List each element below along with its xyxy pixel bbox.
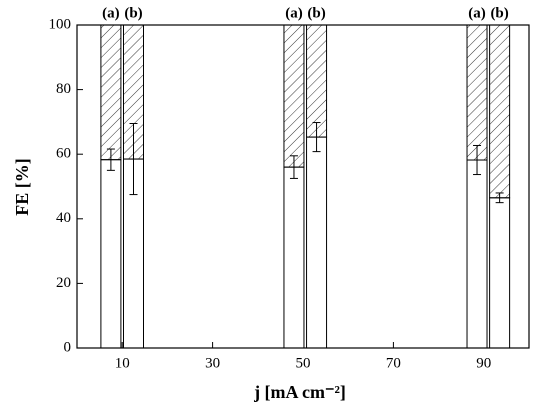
bar-segment [306, 136, 328, 349]
y-axis-label: FE [%] [12, 158, 32, 216]
bar-label: (a) [468, 5, 486, 21]
plot-frame [76, 24, 530, 349]
bar-segment [306, 24, 328, 138]
y-tick-label: 20 [56, 275, 71, 291]
bar-segment [100, 159, 122, 349]
bar-label: (b) [490, 5, 508, 21]
bar-label: (a) [285, 5, 303, 21]
bar-label: (a) [102, 5, 120, 21]
bar-segment [489, 197, 511, 349]
x-tick-label: 90 [476, 355, 491, 371]
y-tick-label: 0 [64, 339, 72, 355]
bar-segment [466, 159, 488, 349]
x-tick-label: 30 [205, 355, 220, 371]
bar-segment [283, 24, 305, 168]
x-tick-label: 50 [296, 355, 311, 371]
bar-segment [489, 24, 511, 199]
bar-segment [283, 166, 305, 349]
bar-segment [100, 24, 122, 161]
x-tick-label: 10 [115, 355, 130, 371]
bar-segment [123, 24, 144, 160]
y-tick-label: 80 [56, 81, 71, 97]
x-tick-label: 70 [386, 355, 401, 371]
y-tick-label: 100 [49, 16, 72, 32]
bar-segment [466, 24, 488, 161]
x-axis-label: j [mA cm⁻²] [253, 382, 346, 402]
y-tick-label: 40 [56, 210, 71, 226]
y-tick-label: 60 [56, 146, 71, 162]
bar-label: (b) [307, 5, 325, 21]
bar-label: (b) [124, 5, 142, 21]
